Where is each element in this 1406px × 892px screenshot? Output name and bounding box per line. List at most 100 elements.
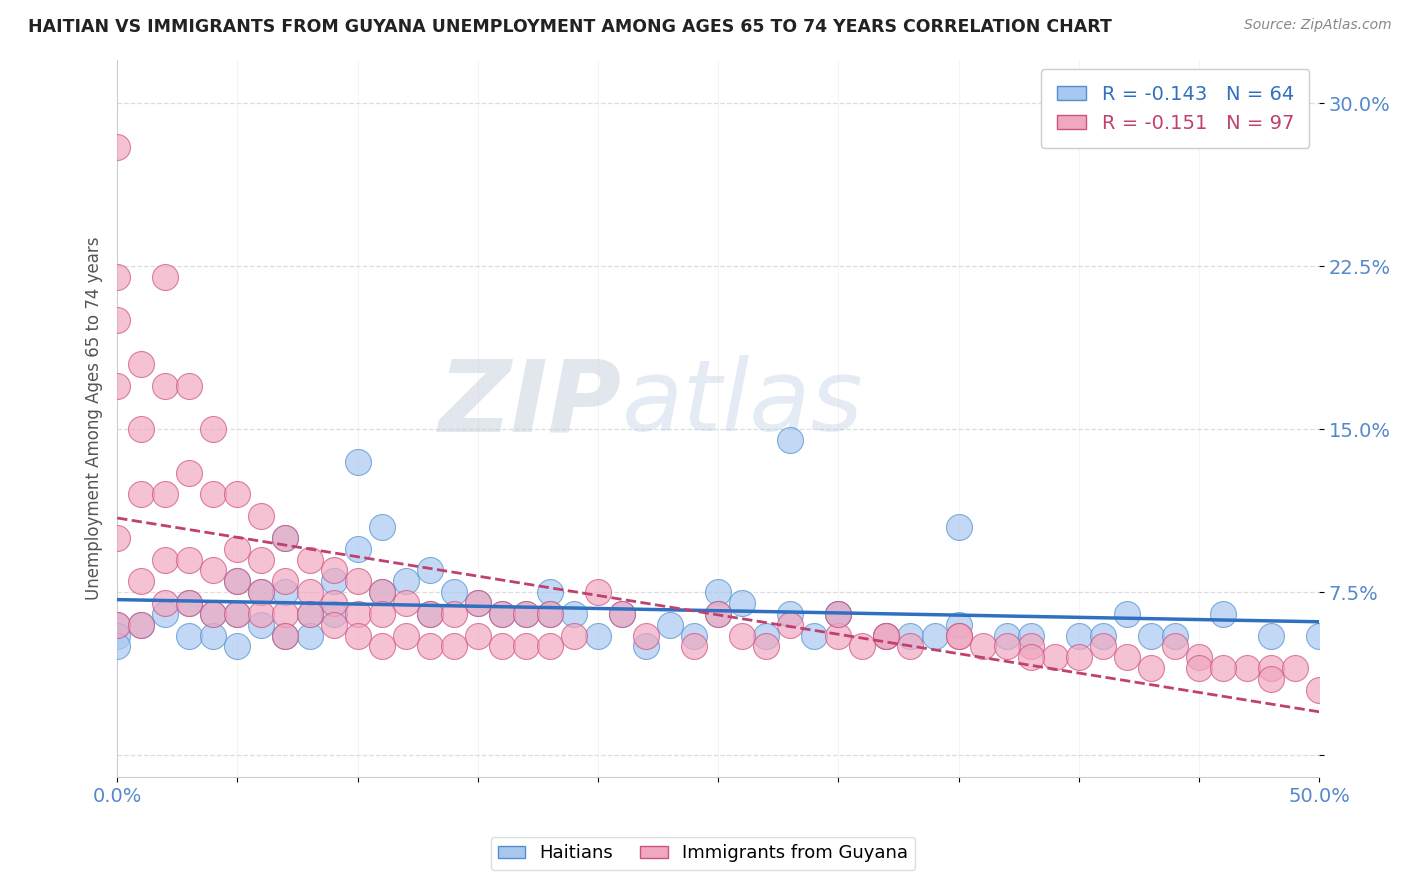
Point: [1140, 629, 1163, 643]
Point: [179, 596, 201, 610]
Point: [202, 422, 225, 436]
Point: [202, 607, 225, 621]
Point: [395, 596, 418, 610]
Point: [491, 607, 513, 621]
Point: [1236, 661, 1258, 675]
Point: [105, 378, 128, 392]
Point: [370, 607, 392, 621]
Point: [779, 433, 801, 447]
Point: [395, 574, 418, 589]
Point: [875, 629, 897, 643]
Point: [634, 629, 657, 643]
Point: [900, 629, 922, 643]
Legend: Haitians, Immigrants from Guyana: Haitians, Immigrants from Guyana: [491, 838, 915, 870]
Point: [155, 270, 177, 285]
Point: [1043, 650, 1066, 665]
Point: [155, 596, 177, 610]
Point: [155, 378, 177, 392]
Point: [105, 640, 128, 654]
Point: [948, 629, 970, 643]
Point: [202, 563, 225, 577]
Point: [274, 629, 297, 643]
Point: [443, 640, 465, 654]
Point: [105, 139, 128, 153]
Point: [226, 574, 249, 589]
Point: [900, 640, 922, 654]
Point: [972, 640, 994, 654]
Point: [298, 629, 321, 643]
Point: [1188, 650, 1211, 665]
Point: [346, 607, 368, 621]
Point: [467, 629, 489, 643]
Point: [105, 313, 128, 327]
Point: [610, 607, 633, 621]
Point: [419, 607, 441, 621]
Point: [827, 607, 849, 621]
Point: [419, 640, 441, 654]
Point: [562, 629, 585, 643]
Point: [1188, 661, 1211, 675]
Point: [346, 574, 368, 589]
Point: [1260, 672, 1282, 686]
Point: [298, 552, 321, 566]
Point: [226, 487, 249, 501]
Point: [538, 585, 561, 599]
Point: [129, 617, 152, 632]
Point: [586, 585, 609, 599]
Point: [322, 617, 344, 632]
Point: [298, 607, 321, 621]
Point: [202, 629, 225, 643]
Point: [779, 607, 801, 621]
Point: [948, 520, 970, 534]
Point: [202, 487, 225, 501]
Point: [322, 563, 344, 577]
Point: [322, 607, 344, 621]
Point: [827, 607, 849, 621]
Point: [827, 629, 849, 643]
Point: [370, 640, 392, 654]
Point: [827, 607, 849, 621]
Point: [1019, 629, 1042, 643]
Point: [298, 607, 321, 621]
Point: [250, 509, 273, 524]
Point: [370, 585, 392, 599]
Y-axis label: Unemployment Among Ages 65 to 74 years: Unemployment Among Ages 65 to 74 years: [86, 236, 103, 600]
Point: [1115, 607, 1137, 621]
Point: [1212, 607, 1234, 621]
Point: [179, 596, 201, 610]
Point: [443, 607, 465, 621]
Point: [707, 585, 730, 599]
Point: [346, 541, 368, 556]
Text: Source: ZipAtlas.com: Source: ZipAtlas.com: [1244, 18, 1392, 32]
Point: [250, 607, 273, 621]
Point: [395, 629, 418, 643]
Point: [129, 422, 152, 436]
Point: [995, 640, 1018, 654]
Point: [731, 629, 754, 643]
Point: [298, 585, 321, 599]
Point: [538, 607, 561, 621]
Point: [755, 629, 778, 643]
Point: [875, 629, 897, 643]
Point: [467, 596, 489, 610]
Point: [1164, 640, 1187, 654]
Point: [105, 531, 128, 545]
Point: [443, 585, 465, 599]
Point: [634, 640, 657, 654]
Point: [129, 617, 152, 632]
Point: [419, 607, 441, 621]
Point: [683, 629, 706, 643]
Point: [610, 607, 633, 621]
Point: [1019, 640, 1042, 654]
Point: [707, 607, 730, 621]
Point: [155, 552, 177, 566]
Point: [226, 607, 249, 621]
Point: [250, 585, 273, 599]
Point: [370, 585, 392, 599]
Point: [155, 607, 177, 621]
Point: [755, 640, 778, 654]
Legend: R = -0.143   N = 64, R = -0.151   N = 97: R = -0.143 N = 64, R = -0.151 N = 97: [1042, 70, 1309, 148]
Point: [226, 607, 249, 621]
Point: [1308, 683, 1330, 698]
Point: [1019, 650, 1042, 665]
